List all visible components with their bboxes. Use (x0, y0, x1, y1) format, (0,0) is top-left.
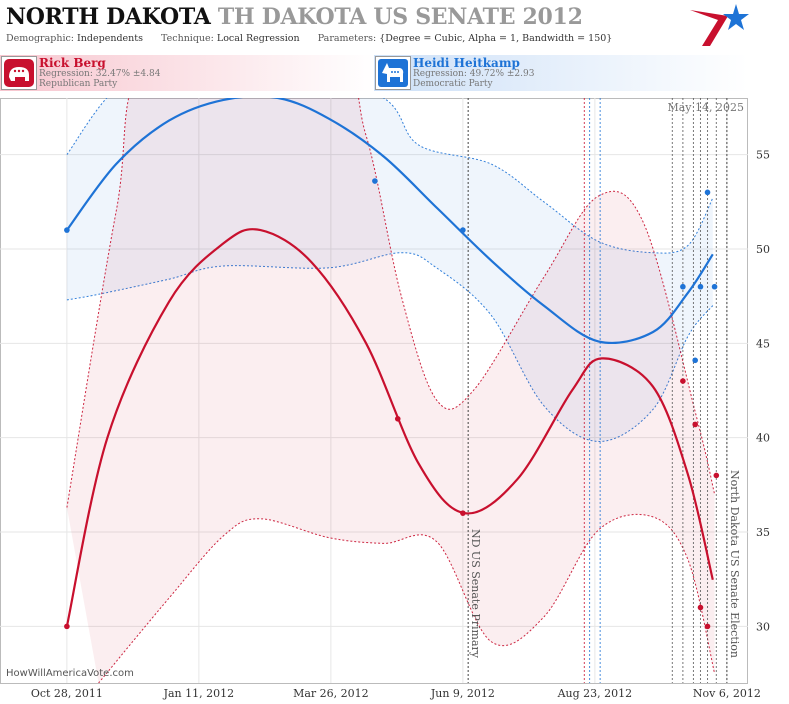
demographic-label: Demographic: (6, 33, 75, 44)
poll-point-rep (692, 421, 698, 428)
poll-point-rep (704, 623, 711, 630)
band-upper-rep (66, 98, 716, 508)
date-stamp: May 14, 2025 (667, 101, 744, 114)
poll-point-rep (713, 472, 720, 479)
site-logo-icon (690, 4, 749, 46)
poll-point-rep (460, 510, 466, 516)
technique-value: Local Regression (216, 33, 300, 44)
event-label: ND US Senate Primary (469, 529, 482, 659)
poll-point-rep (394, 416, 401, 422)
parameters-value: {Degree = Cubic, Alpha = 1, Bandwidth = … (379, 33, 613, 44)
title-race: TH DAKOTA US SENATE 2012 (217, 4, 583, 30)
poll-point-rep (64, 623, 70, 630)
band-lower-rep (98, 514, 716, 683)
x-tick-label: Jan 11, 2012 (163, 687, 235, 700)
x-tick-label: Jun 9, 2012 (430, 687, 495, 700)
chart-parameters: Demographic: Independents Technique: Loc… (6, 33, 612, 44)
parameters-label: Parameters: (317, 33, 377, 44)
candidate-panel-dem: Heidi Heitkamp Regression: 49.72% ±2.93 … (374, 55, 748, 91)
y-tick-label: 55 (756, 149, 770, 162)
poll-point-dem (64, 227, 70, 233)
poll-point-dem (460, 227, 466, 233)
chart-header: NORTH DAKOTA TH DAKOTA US SENATE 2012 De… (0, 0, 789, 50)
page-title: NORTH DAKOTA TH DAKOTA US SENATE 2012 (6, 4, 583, 30)
y-tick-label: 35 (756, 526, 770, 539)
poll-point-rep (697, 604, 704, 611)
candidate-party-rep: Republican Party (39, 79, 118, 89)
regression-line-dem (66, 98, 714, 345)
x-tick-label: Mar 26, 2012 (293, 687, 369, 700)
poll-point-dem (711, 283, 718, 290)
republican-elephant-icon (1, 56, 37, 90)
regression-line-rep (65, 228, 714, 627)
poll-point-dem (680, 283, 686, 290)
poll-point-dem (692, 357, 698, 364)
candidate-name-rep: Rick Berg (39, 56, 106, 70)
candidate-regression-rep: Regression: 32.47% ±4.84 (39, 69, 161, 79)
confidence-band-dem (66, 98, 713, 442)
poll-point-dem (697, 283, 704, 290)
poll-point-dem (372, 178, 378, 184)
poll-point-dem (704, 189, 711, 196)
x-tick-label: Oct 28, 2011 (31, 687, 103, 700)
plot-layer (64, 98, 728, 683)
candidate-party-dem: Democratic Party (413, 79, 493, 89)
democratic-donkey-icon (375, 56, 411, 90)
site-credit: HowWillAmericaVote.com (6, 668, 134, 679)
technique-label: Technique: (161, 33, 214, 44)
regression-chart: ND US Senate Primary North Dakota US Sena… (0, 98, 770, 700)
title-state: NORTH DAKOTA (6, 4, 211, 30)
band-lower-dem (66, 252, 714, 443)
confidence-band-rep (66, 98, 715, 683)
x-tick-label: Aug 23, 2012 (557, 687, 633, 700)
candidate-panel-rep: Rick Berg Regression: 32.47% ±4.84 Repub… (0, 55, 374, 91)
demographic-value: Independents (77, 33, 143, 44)
candidate-regression-dem: Regression: 49.72% ±2.93 (413, 69, 535, 79)
band-upper-dem (66, 98, 714, 254)
y-tick-label: 40 (756, 432, 770, 445)
y-tick-label: 45 (756, 337, 770, 350)
poll-point-rep (680, 378, 686, 384)
candidate-name-dem: Heidi Heitkamp (413, 56, 520, 70)
y-tick-label: 50 (756, 243, 770, 256)
event-label: North Dakota US Senate Election (728, 470, 741, 658)
y-tick-label: 30 (756, 620, 770, 633)
x-tick-label: Nov 6, 2012 (693, 687, 761, 700)
